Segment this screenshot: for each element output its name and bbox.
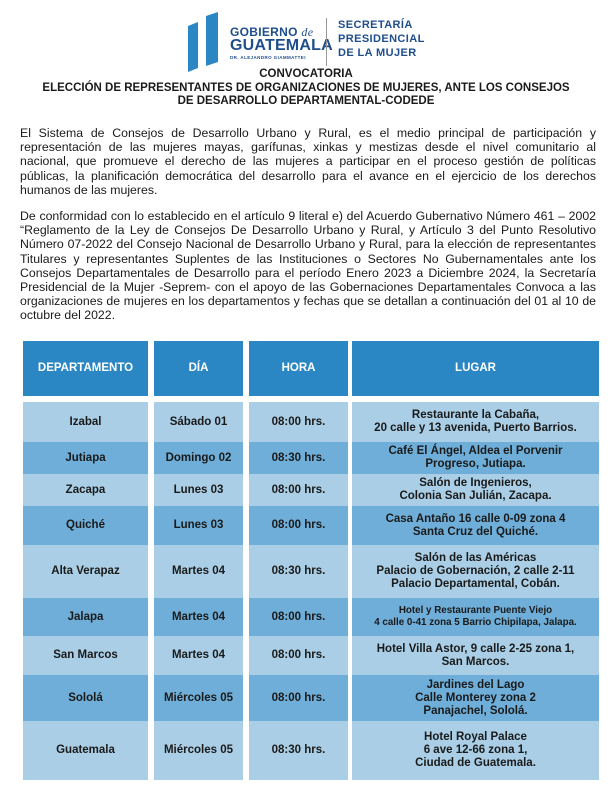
logo-word: GOBIERNO <box>230 25 298 39</box>
logo-divider <box>326 18 327 66</box>
cell-lugar: Café El Ángel, Aldea el Porvenir Progreso… <box>352 442 599 474</box>
cell-dep: Alta Verapaz <box>23 545 148 598</box>
cell-hora: 08:00 hrs. <box>249 598 348 636</box>
cell-dep: Zacapa <box>23 474 148 506</box>
lugar-line: 4 calle 0-41 zona 5 Barrio Chipilapa, Ja… <box>374 617 577 628</box>
lugar-line: Palacio de Gobernación, 2 calle 2-11 <box>376 565 575 577</box>
cell-hora: 08:00 hrs. <box>249 474 348 506</box>
cell-dep: Jalapa <box>23 598 148 636</box>
lugar-line: Ciudad de Guatemala. <box>415 757 536 769</box>
lugar-line: Salón de las Américas <box>414 552 537 564</box>
cell-lugar: Salón de Ingenieros, Colonia San Julián, … <box>352 474 599 506</box>
cell-dia: Lunes 03 <box>154 474 243 506</box>
lugar-line: Restaurante la Cabaña, <box>411 409 540 421</box>
gobierno-logo-text: GOBIERNO de GUATEMALA DR. ALEJANDRO GIAM… <box>230 26 333 61</box>
cell-lugar: Restaurante la Cabaña, 20 calle y 13 aven… <box>352 402 599 442</box>
cell-dia: Sábado 01 <box>154 402 243 442</box>
header-hora: HORA <box>249 341 348 396</box>
logo-word: de <box>301 25 314 39</box>
lugar-line: Hotel Royal Palace <box>424 731 527 743</box>
cell-lugar: Jardines del Lago Calle Monterey zona 2 Pa… <box>352 675 599 721</box>
cell-lugar: Hotel Royal Palace 6 ave 12-66 zona 1, Ciu… <box>352 721 599 780</box>
cell-hora: 08:00 hrs. <box>249 675 348 721</box>
cell-lugar: Hotel y Restaurante Puente Viejo 4 calle … <box>352 598 599 636</box>
logo: GOBIERNO de GUATEMALA DR. ALEJANDRO GIAM… <box>188 12 438 72</box>
lugar-line: 20 calle y 13 avenida, Puerto Barrios. <box>374 422 577 434</box>
lugar-line: San Marcos. <box>441 655 510 668</box>
cell-dep: Guatemala <box>23 721 148 780</box>
lugar-line: Jardines del Lago <box>426 678 525 691</box>
cell-lugar: Casa Antaño 16 calle 0-09 zona 4 Santa Cr… <box>352 506 599 545</box>
logo-line: SECRETARÍA <box>338 19 413 31</box>
cell-dia: Martes 04 <box>154 545 243 598</box>
lugar-line: Casa Antaño 16 calle 0-09 zona 4 <box>385 512 566 525</box>
lugar-line: Palacio Departamental, Cobán. <box>391 578 560 590</box>
cell-hora: 08:00 hrs. <box>249 636 348 675</box>
lugar-line: 6 ave 12-66 zona 1, <box>423 744 528 756</box>
title-line: DE DESARROLLO DEPARTAMENTAL-CODEDE <box>177 95 435 107</box>
lugar-line: Hotel Villa Astor, 9 calle 2-25 zona 1, <box>376 642 575 655</box>
lugar-line: Panajachel, Sololá. <box>423 704 528 717</box>
cell-dep: Sololá <box>23 675 148 721</box>
logo-line: PRESIDENCIAL <box>338 33 425 45</box>
logo-subtitle: DR. ALEJANDRO GIAMMATTEI <box>230 55 306 60</box>
lugar-line: Hotel y Restaurante Puente Viejo <box>398 605 553 616</box>
secretaria-logo-text: SECRETARÍA PRESIDENCIAL DE LA MUJER <box>338 18 425 60</box>
cell-dep: Izabal <box>23 402 148 442</box>
cell-dep: Jutiapa <box>23 442 148 474</box>
header-dia: DÍA <box>154 341 243 396</box>
cell-hora: 08:30 hrs. <box>249 721 348 780</box>
header-departamento: DEPARTAMENTO <box>23 341 148 396</box>
government-logo-bars-icon <box>188 12 218 72</box>
lugar-line: Salón de Ingenieros, <box>419 477 532 489</box>
lugar-line: Calle Monterey zona 2 <box>415 691 536 704</box>
cell-dia: Martes 04 <box>154 636 243 675</box>
title-line: ELECCIÓN DE REPRESENTANTES DE ORGANIZACI… <box>42 81 570 94</box>
lugar-line: Café El Ángel, Aldea el Porvenir <box>388 445 563 457</box>
legal-paragraph: De conformidad con lo establecido en el … <box>20 209 596 323</box>
lugar-line: Santa Cruz del Quiché. <box>412 525 539 538</box>
lugar-line: Colonia San Julián, Zacapa. <box>399 490 552 502</box>
cell-dia: Domingo 02 <box>154 442 243 474</box>
intro-paragraph: El Sistema de Consejos de Desarrollo Urb… <box>20 126 596 197</box>
cell-dia: Lunes 03 <box>154 506 243 545</box>
cell-dia: Miércoles 05 <box>154 675 243 721</box>
header-lugar: LUGAR <box>352 341 599 396</box>
logo-line: DE LA MUJER <box>338 47 417 59</box>
cell-hora: 08:30 hrs. <box>249 545 348 598</box>
title-line: CONVOCATORIA <box>259 68 353 80</box>
cell-dep: San Marcos <box>23 636 148 675</box>
cell-dia: Miércoles 05 <box>154 721 243 780</box>
lugar-line: Progreso, Jutiapa. <box>425 458 526 470</box>
document-title: CONVOCATORIA ELECCIÓN DE REPRESENTANTES … <box>0 68 612 109</box>
cell-hora: 08:00 hrs. <box>249 506 348 545</box>
cell-hora: 08:30 hrs. <box>249 442 348 474</box>
cell-lugar: Hotel Villa Astor, 9 calle 2-25 zona 1, S… <box>352 636 599 675</box>
cell-dia: Martes 04 <box>154 598 243 636</box>
cell-dep: Quiché <box>23 506 148 545</box>
cell-lugar: Salón de las Américas Palacio de Gobernac… <box>352 545 599 598</box>
logo-word: GUATEMALA <box>230 37 333 54</box>
cell-hora: 08:00 hrs. <box>249 402 348 442</box>
